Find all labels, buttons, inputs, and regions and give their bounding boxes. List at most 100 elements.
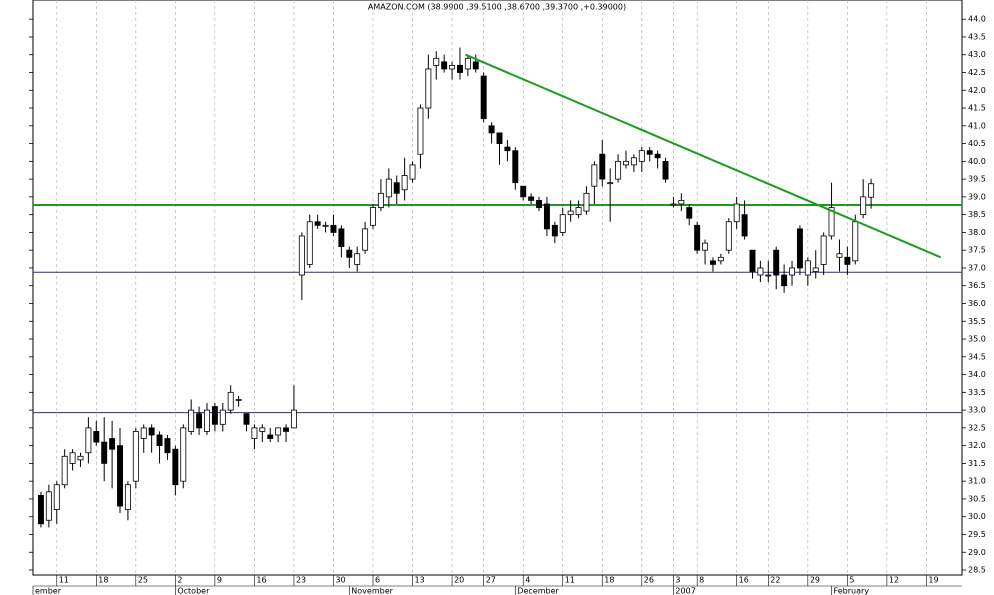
month-label: December <box>517 587 559 595</box>
y-tick-label: 44.0 <box>968 15 986 24</box>
x-tick-label: 20 <box>454 576 464 585</box>
candle-body <box>836 253 843 258</box>
candle-body <box>77 455 84 461</box>
x-tick-label: 25 <box>138 576 148 585</box>
x-tick-label: 6 <box>375 576 380 585</box>
candle-body <box>512 150 519 184</box>
x-tick-label: 2 <box>177 576 182 585</box>
candle-body <box>615 160 622 180</box>
candle-body <box>575 207 582 216</box>
y-tick-label: 34.5 <box>968 352 986 361</box>
candle-body <box>101 441 108 464</box>
candle-body <box>868 183 875 198</box>
candle-body <box>370 207 376 226</box>
y-tick-label: 38.0 <box>968 228 986 237</box>
y-tick-label: 31.5 <box>968 459 986 468</box>
candle-body <box>860 196 867 216</box>
y-tick-label: 31.0 <box>968 477 986 486</box>
candle-body <box>322 224 329 227</box>
candle-body <box>219 409 226 425</box>
trendline <box>465 53 942 259</box>
x-tick-label: 30 <box>335 576 345 585</box>
candle-body <box>393 182 400 194</box>
month-label: ember <box>35 587 62 595</box>
candle-body <box>93 431 100 443</box>
candle-body <box>741 214 748 237</box>
y-tick-label: 43.0 <box>968 50 986 59</box>
candle-body <box>646 150 653 155</box>
candle-body <box>686 207 693 219</box>
candle-body <box>156 434 163 447</box>
month-label: November <box>351 587 393 595</box>
x-tick-label: 9 <box>217 576 222 585</box>
x-tick-label: 4 <box>525 576 530 585</box>
candle-body <box>69 452 76 464</box>
y-tick-label: 33.0 <box>968 406 986 415</box>
y-tick-label: 36.0 <box>968 299 986 308</box>
y-tick-label: 38.5 <box>968 210 986 219</box>
candle-body <box>559 214 566 233</box>
y-tick-label: 30.0 <box>968 512 986 521</box>
candle-body <box>433 57 440 66</box>
candle-body <box>235 399 242 401</box>
candle-body <box>346 249 353 258</box>
y-tick-label: 43.5 <box>968 32 986 41</box>
candle-body <box>717 256 724 262</box>
candle-body <box>124 484 131 511</box>
candle-body <box>789 267 795 276</box>
x-tick-label: 18 <box>98 576 108 585</box>
candle-body <box>757 267 764 276</box>
candle-body <box>196 413 203 429</box>
y-tick-label: 39.0 <box>968 192 986 201</box>
y-tick-label: 37.5 <box>968 246 986 255</box>
candle-body <box>812 267 819 272</box>
x-tick-label: 5 <box>849 576 854 585</box>
candle-body <box>109 438 116 450</box>
candle-body <box>290 409 297 429</box>
candle-body <box>211 406 218 425</box>
candle-body <box>496 132 503 144</box>
candle-body <box>852 221 859 262</box>
candle-body <box>117 445 123 507</box>
candle-body <box>623 160 629 166</box>
candle-body <box>607 182 614 185</box>
candle-body <box>820 235 827 265</box>
candle-body <box>457 64 463 73</box>
candle-body <box>464 57 471 70</box>
candle-body <box>773 249 780 276</box>
candle-body <box>441 61 448 70</box>
candle-body <box>409 164 416 180</box>
candle-body <box>204 409 210 432</box>
y-tick-label: 40.5 <box>968 139 986 148</box>
candle-body <box>480 75 487 120</box>
x-tick-label: 27 <box>486 576 496 585</box>
candle-body <box>148 427 155 436</box>
candle-body <box>749 249 756 272</box>
candle-body <box>765 274 772 277</box>
y-tick-label: 39.5 <box>968 175 986 184</box>
candle-body <box>781 274 788 287</box>
candle-body <box>725 221 732 251</box>
y-tick-label: 32.0 <box>968 441 986 450</box>
y-tick-label: 29.5 <box>968 530 986 539</box>
month-label: 2007 <box>675 587 695 595</box>
candle-body <box>449 64 456 70</box>
candle-body <box>385 178 392 198</box>
x-tick-label: 13 <box>415 576 425 585</box>
x-tick-label: 11 <box>565 576 575 585</box>
y-tick-label: 42.0 <box>968 86 986 95</box>
candle-body <box>520 185 527 198</box>
candle-body <box>528 196 535 201</box>
candle-body <box>599 153 606 180</box>
y-tick-label: 35.0 <box>968 335 986 344</box>
candle-body <box>733 203 740 223</box>
candle-body <box>678 200 685 205</box>
y-tick-label: 29.0 <box>968 548 986 557</box>
candle-body <box>804 260 811 276</box>
candle-body <box>536 200 542 208</box>
candle-body <box>267 434 274 439</box>
y-tick-label: 41.5 <box>968 104 986 113</box>
candle-body <box>630 157 637 166</box>
candle-body <box>45 491 52 521</box>
